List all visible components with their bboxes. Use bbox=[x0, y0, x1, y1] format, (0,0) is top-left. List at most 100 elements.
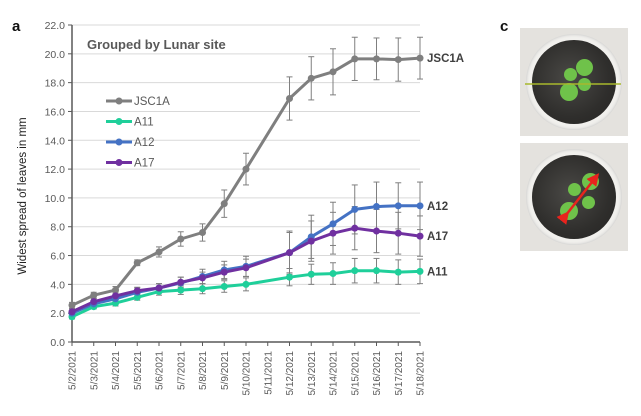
data-point-a17 bbox=[416, 232, 424, 240]
data-point-a17 bbox=[242, 264, 250, 272]
data-point-a11 bbox=[220, 283, 228, 291]
data-point-a17 bbox=[394, 229, 402, 237]
data-point-jsc1a bbox=[307, 74, 315, 82]
leaf bbox=[564, 68, 577, 81]
legend-swatch-marker bbox=[115, 138, 123, 146]
data-point-a17 bbox=[112, 292, 119, 300]
data-point-jsc1a bbox=[351, 55, 359, 63]
data-point-a17 bbox=[307, 237, 315, 245]
x-tick-label: 5/18/2021 bbox=[416, 351, 427, 396]
series-line-a17 bbox=[71, 226, 421, 314]
data-point-a11 bbox=[242, 280, 250, 288]
x-tick-label: 5/14/2021 bbox=[329, 351, 340, 396]
x-tick-label: 5/17/2021 bbox=[394, 351, 405, 396]
data-point-jsc1a bbox=[90, 291, 98, 299]
y-tick-label: 2.0 bbox=[50, 308, 65, 320]
chart-title: Grouped by Lunar site bbox=[87, 37, 226, 52]
data-point-a17 bbox=[155, 284, 163, 292]
data-point-jsc1a bbox=[373, 55, 380, 63]
x-tick-label: 5/5/2021 bbox=[133, 351, 144, 390]
series-line-jsc1a bbox=[71, 56, 421, 307]
data-point-jsc1a bbox=[286, 94, 293, 102]
y-tick-label: 14.0 bbox=[45, 135, 66, 147]
data-point-jsc1a bbox=[242, 165, 250, 173]
data-point-a11 bbox=[394, 268, 402, 276]
data-point-jsc1a bbox=[133, 259, 141, 267]
x-tick-label: 5/10/2021 bbox=[242, 351, 253, 396]
panel-label-c: c bbox=[500, 18, 509, 35]
y-tick-label: 8.0 bbox=[50, 222, 65, 234]
leaf bbox=[576, 59, 593, 76]
x-tick-label: 5/2/2021 bbox=[68, 351, 79, 390]
data-point-a17 bbox=[351, 224, 359, 232]
data-point-a11 bbox=[351, 267, 359, 275]
y-axis-label: Widest spread of leaves in mm bbox=[17, 117, 29, 274]
data-point-a17 bbox=[373, 227, 380, 235]
y-tick-label: 0.0 bbox=[50, 337, 65, 349]
data-point-a11 bbox=[133, 293, 141, 301]
data-point-jsc1a bbox=[112, 286, 119, 294]
data-point-a12 bbox=[329, 220, 337, 228]
legend-label: JSC1A bbox=[134, 96, 170, 108]
data-point-jsc1a bbox=[177, 235, 185, 243]
x-tick-label: 5/7/2021 bbox=[176, 351, 187, 390]
data-point-jsc1a bbox=[68, 301, 76, 309]
data-point-jsc1a bbox=[199, 228, 206, 236]
plant-photo-horizontal-measure bbox=[520, 28, 628, 136]
series-line-a11 bbox=[71, 269, 421, 319]
data-point-a12 bbox=[373, 203, 380, 211]
y-tick-label: 16.0 bbox=[45, 106, 66, 118]
data-point-a12 bbox=[416, 202, 424, 210]
data-point-a11 bbox=[286, 273, 293, 281]
legend-label: A17 bbox=[134, 158, 154, 170]
x-tick-label: 5/8/2021 bbox=[198, 351, 209, 390]
data-point-a11 bbox=[199, 285, 206, 293]
data-point-a17 bbox=[177, 278, 185, 286]
data-point-a17 bbox=[199, 274, 206, 282]
y-tick-label: 20.0 bbox=[45, 49, 66, 61]
legend-swatch-marker bbox=[115, 159, 123, 166]
legend-label: A11 bbox=[134, 117, 154, 129]
y-tick-label: 10.0 bbox=[45, 193, 66, 205]
data-point-a17 bbox=[286, 249, 293, 257]
data-point-a11 bbox=[307, 270, 315, 278]
data-point-a11 bbox=[373, 267, 380, 275]
horizontal-measure-line bbox=[525, 83, 621, 85]
series-line-a12 bbox=[71, 204, 420, 315]
data-point-jsc1a bbox=[155, 248, 163, 256]
diagonal-measure-arrow bbox=[556, 173, 600, 225]
x-tick-label: 5/13/2021 bbox=[307, 351, 318, 396]
data-point-a17 bbox=[68, 308, 76, 316]
series-end-label: A12 bbox=[427, 201, 448, 213]
x-tick-label: 5/16/2021 bbox=[372, 351, 383, 396]
data-point-jsc1a bbox=[416, 54, 424, 62]
x-tick-label: 5/9/2021 bbox=[220, 351, 231, 390]
data-point-a11 bbox=[416, 267, 424, 275]
y-tick-label: 4.0 bbox=[50, 279, 65, 291]
y-tick-label: 22.0 bbox=[45, 20, 66, 32]
x-tick-label: 5/4/2021 bbox=[111, 351, 122, 390]
data-point-a11 bbox=[329, 270, 337, 278]
data-point-jsc1a bbox=[220, 200, 228, 208]
data-point-jsc1a bbox=[394, 56, 402, 64]
data-point-a12 bbox=[351, 205, 359, 213]
data-point-jsc1a bbox=[329, 68, 337, 76]
plant-photo-diagonal-measure bbox=[520, 143, 628, 251]
leaf bbox=[560, 83, 578, 101]
legend-swatch-marker bbox=[115, 97, 123, 105]
legend-label: A12 bbox=[134, 137, 154, 149]
data-point-a17 bbox=[133, 287, 141, 295]
x-tick-label: 5/11/2021 bbox=[263, 351, 274, 395]
legend-swatch-marker bbox=[115, 118, 123, 125]
data-point-a12 bbox=[394, 202, 402, 210]
x-tick-label: 5/12/2021 bbox=[285, 351, 296, 396]
data-point-a17 bbox=[329, 229, 337, 237]
y-tick-label: 12.0 bbox=[45, 164, 66, 176]
data-point-a11 bbox=[177, 286, 185, 294]
x-tick-label: 5/15/2021 bbox=[350, 351, 361, 396]
series-end-label: A11 bbox=[427, 266, 448, 278]
y-tick-label: 18.0 bbox=[45, 78, 66, 90]
panel-label-a: a bbox=[12, 18, 21, 35]
y-tick-label: 6.0 bbox=[50, 251, 65, 263]
